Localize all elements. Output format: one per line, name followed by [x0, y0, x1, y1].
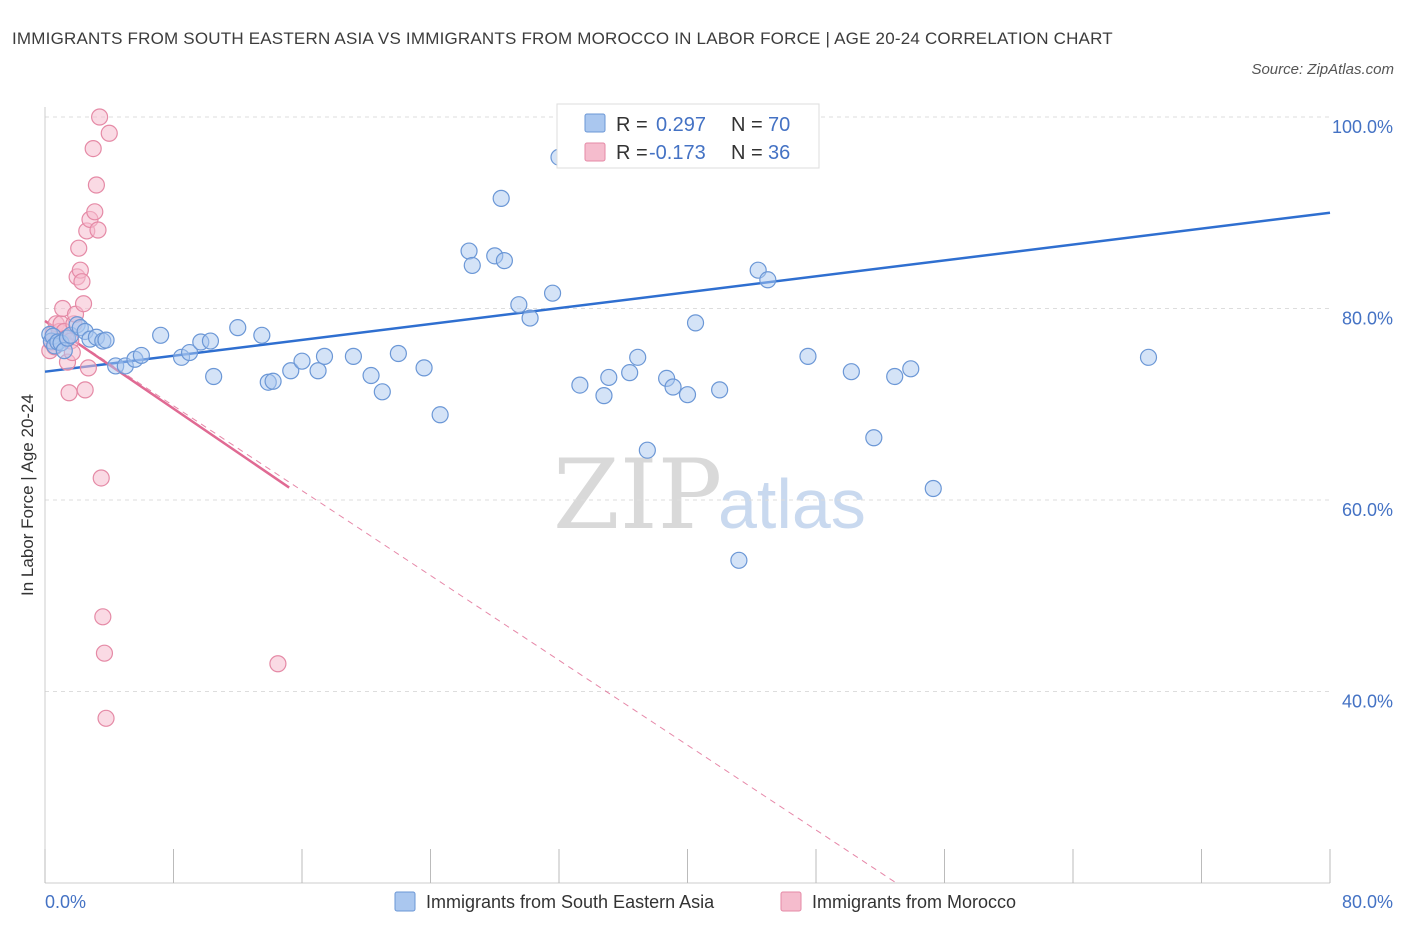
chart-title: IMMIGRANTS FROM SOUTH EASTERN ASIA VS IM…	[12, 29, 1113, 48]
trend-lines	[44, 211, 1331, 884]
sea-point	[759, 271, 777, 289]
sea-point	[315, 347, 334, 365]
sea-point	[282, 362, 300, 380]
sea-point	[389, 344, 407, 363]
sea-point	[1139, 348, 1158, 366]
morocco-point	[87, 176, 106, 194]
morocco-point	[70, 239, 88, 257]
sea-point	[460, 242, 478, 260]
sea-point	[543, 284, 562, 302]
sea-point	[686, 314, 705, 332]
morocco-point	[79, 359, 97, 377]
y-axis-label: In Labor Force | Age 20-24	[18, 394, 37, 596]
sea-point	[924, 479, 942, 498]
sea-point	[799, 347, 817, 365]
sea-point	[711, 381, 729, 399]
grid-lines	[45, 116, 1330, 692]
sea-point	[492, 189, 510, 207]
sea-point	[229, 319, 247, 337]
morocco-trend-line	[44, 319, 290, 489]
sea-point	[595, 387, 613, 405]
stats-legend-swatch-sea	[584, 113, 606, 133]
stats-legend-swatch-morocco	[584, 142, 606, 162]
sea-point	[678, 386, 697, 404]
axes	[44, 107, 1331, 884]
bottom-legend-label-sea: Immigrants from South Eastern Asia	[426, 892, 715, 912]
morocco-points	[41, 108, 287, 727]
morocco-point	[100, 124, 118, 142]
sea-point	[638, 441, 656, 459]
sea-point	[97, 331, 115, 349]
y-tick-label: 80.0%	[1342, 309, 1393, 329]
morocco-point	[269, 655, 287, 673]
sea-point	[463, 256, 481, 275]
morocco-point	[95, 644, 114, 662]
watermark-zip: ZIP	[553, 439, 722, 551]
morocco-point	[60, 384, 78, 402]
morocco-point	[73, 273, 91, 291]
morocco-point	[74, 295, 93, 313]
sea-point	[521, 309, 539, 327]
stats-legend-r-morocco: -0.173	[649, 142, 706, 164]
stats-legend-n-label-morocco: N =	[731, 142, 763, 164]
morocco-point	[97, 709, 115, 727]
sea-point	[362, 366, 380, 385]
sea-point	[510, 296, 528, 314]
bottom-legend-label-morocco: Immigrants from Morocco	[812, 892, 1016, 912]
y-tick-label: 40.0%	[1342, 692, 1393, 712]
sea-point	[629, 348, 647, 366]
sea-point	[621, 364, 639, 382]
sea-point	[431, 406, 449, 424]
x-tick-max: 80.0%	[1342, 892, 1393, 912]
morocco-point	[84, 139, 102, 158]
stats-legend-r-label-sea: R =	[616, 114, 648, 136]
morocco-point	[86, 203, 104, 221]
bottom-legend-swatch-morocco	[780, 891, 802, 912]
sea-point	[201, 332, 220, 350]
morocco-trend-line-extended	[44, 320, 897, 884]
sea-point	[902, 360, 920, 378]
stats-legend-n-label-sea: N =	[731, 114, 763, 136]
watermark-atlas: atlas	[718, 465, 866, 543]
sea-point	[253, 326, 271, 344]
sea-points	[41, 148, 1158, 569]
sea-point	[842, 363, 860, 381]
sea-point	[309, 362, 327, 380]
sea-trend-line	[44, 211, 1331, 373]
sea-point	[205, 367, 223, 386]
morocco-point	[89, 221, 107, 239]
sea-point	[664, 378, 682, 396]
sea-point	[495, 252, 513, 270]
x-tick-min: 0.0%	[45, 892, 86, 912]
stats-legend-n-morocco: 36	[768, 142, 790, 164]
y-tick-label: 100.0%	[1332, 117, 1393, 137]
sea-point	[415, 359, 433, 377]
sea-point	[344, 347, 362, 365]
stats-legend-n-sea: 70	[768, 114, 790, 136]
morocco-point	[91, 108, 109, 126]
sea-point	[865, 429, 883, 447]
sea-point	[571, 376, 589, 394]
bottom-legend: Immigrants from South Eastern Asia Immig…	[394, 891, 1016, 912]
sea-point	[152, 326, 170, 344]
sea-point	[886, 367, 904, 386]
morocco-point	[92, 469, 110, 487]
bottom-legend-swatch-sea	[394, 891, 416, 912]
sea-point	[180, 343, 199, 362]
sea-point	[132, 346, 150, 365]
sea-point	[600, 368, 618, 387]
morocco-point	[76, 381, 94, 399]
stats-legend-r-label-morocco: R =	[616, 142, 648, 164]
sea-point	[264, 372, 282, 390]
y-tick-label: 60.0%	[1342, 500, 1393, 520]
sea-point	[730, 551, 748, 569]
sea-point	[373, 383, 391, 401]
sea-point	[293, 352, 311, 370]
morocco-point	[94, 608, 112, 626]
stats-legend-r-sea: 0.297	[656, 114, 706, 136]
stats-legend: R = 0.297 N = 70 R = -0.173 N = 36	[556, 103, 820, 169]
y-tick-labels: 40.0% 60.0% 80.0% 100.0%	[1332, 117, 1393, 712]
source-label: Source: ZipAtlas.com	[1251, 61, 1394, 78]
